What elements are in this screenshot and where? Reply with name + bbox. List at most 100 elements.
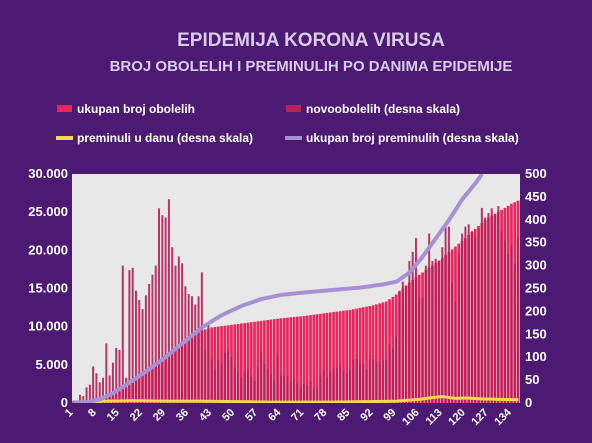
new-cases-bar xyxy=(349,370,352,403)
new-cases-bar xyxy=(131,267,134,403)
new-cases-bar xyxy=(352,359,355,403)
new-cases-bar xyxy=(375,361,378,403)
new-cases-bar xyxy=(279,375,282,403)
x-tick-label: 43 xyxy=(197,407,214,424)
new-cases-bar xyxy=(92,366,95,403)
new-cases-bar xyxy=(503,240,506,403)
new-cases-bar xyxy=(385,359,388,403)
legend-swatch xyxy=(57,105,72,112)
new-cases-bar xyxy=(246,370,249,403)
new-cases-bar xyxy=(154,265,157,403)
new-cases-bar xyxy=(368,359,371,403)
new-cases-bar xyxy=(105,343,108,403)
x-tick-label: 99 xyxy=(381,407,398,424)
new-cases-bar xyxy=(401,281,404,403)
x-tick-label: 78 xyxy=(312,407,329,424)
x-tick-label: 113 xyxy=(424,407,445,428)
new-cases-bar xyxy=(250,376,253,403)
y-left-tick-label: 15.000 xyxy=(28,281,68,296)
new-cases-bar xyxy=(510,244,513,403)
x-tick-label: 127 xyxy=(469,407,490,428)
cumulative-cases-bar xyxy=(269,319,273,403)
new-cases-bar xyxy=(517,238,520,403)
new-cases-bar xyxy=(411,251,414,403)
new-cases-bar xyxy=(164,217,167,403)
cumulative-cases-bar xyxy=(292,316,296,403)
x-tick-label: 22 xyxy=(128,407,145,424)
new-cases-bar xyxy=(332,368,335,403)
new-cases-bar xyxy=(85,387,88,403)
new-cases-bar xyxy=(477,228,480,403)
new-cases-bar xyxy=(78,394,81,403)
new-cases-bar xyxy=(72,400,75,403)
x-tick-label: 71 xyxy=(289,407,306,424)
legend-label: ukupan broj preminulih (desna skala) xyxy=(306,131,519,145)
y-left-tick-label: 5.000 xyxy=(35,357,68,372)
y-right-tick-label: 500 xyxy=(525,166,547,181)
cumulative-cases-bar xyxy=(233,324,237,403)
new-cases-bar xyxy=(111,362,114,403)
new-cases-bar xyxy=(283,375,286,403)
new-cases-bar xyxy=(118,349,121,403)
new-cases-bar xyxy=(214,368,217,403)
new-cases-bar xyxy=(158,208,161,403)
new-cases-bar xyxy=(128,270,131,403)
new-cases-bar xyxy=(138,299,141,403)
cumulative-cases-bar xyxy=(296,316,299,403)
new-cases-bar xyxy=(299,386,302,403)
new-cases-bar xyxy=(240,376,243,403)
new-cases-bar xyxy=(454,302,457,403)
x-tick-label: 120 xyxy=(446,407,467,428)
new-cases-bar xyxy=(388,344,391,403)
new-cases-bar xyxy=(184,286,187,403)
new-cases-bar xyxy=(444,227,447,403)
new-cases-bar xyxy=(197,296,200,403)
daily-deaths-line xyxy=(73,395,519,403)
cumulative-cases-bar xyxy=(355,308,358,403)
x-tick-label: 8 xyxy=(86,407,99,420)
cumulative-cases-bar xyxy=(328,312,332,403)
new-cases-bar xyxy=(190,296,193,403)
legend-label: preminuli u danu (desna skala) xyxy=(77,131,253,145)
cumulative-cases-bar xyxy=(299,316,302,403)
x-tick-label: 50 xyxy=(220,407,237,424)
new-cases-bar xyxy=(82,396,85,403)
new-cases-bar xyxy=(451,281,454,403)
new-cases-bar xyxy=(102,377,105,403)
new-cases-bar xyxy=(339,364,342,403)
cumulative-cases-bar xyxy=(253,321,256,403)
x-tick-label: 36 xyxy=(174,407,191,424)
cumulative-cases-bar xyxy=(272,319,276,403)
legend-label: ukupan broj obolelih xyxy=(77,102,195,116)
cumulative-cases-bar xyxy=(342,310,345,403)
cumulative-cases-bar xyxy=(213,326,217,403)
y-left-tick-label: 25.000 xyxy=(28,204,68,219)
y-right-tick-label: 50 xyxy=(525,372,539,387)
new-cases-bar xyxy=(382,360,385,403)
new-cases-bar xyxy=(217,360,220,403)
new-cases-bar xyxy=(177,256,180,403)
new-cases-bar xyxy=(237,374,240,403)
new-cases-bar xyxy=(467,224,470,403)
new-cases-bar xyxy=(312,388,315,403)
cumulative-cases-bar xyxy=(361,307,365,403)
y-right-tick-label: 250 xyxy=(525,281,547,296)
y-right-tick-label: 100 xyxy=(525,349,547,364)
cumulative-cases-bar xyxy=(358,307,362,403)
cumulative-cases-bar xyxy=(332,312,335,403)
new-cases-bar xyxy=(414,238,417,403)
new-cases-bar xyxy=(431,261,434,403)
cumulative-cases-bar xyxy=(352,309,355,403)
cumulative-cases-bar xyxy=(305,315,309,403)
new-cases-bar xyxy=(286,376,289,403)
cumulative-deaths-line xyxy=(73,174,484,403)
new-cases-bar xyxy=(227,350,230,403)
new-cases-bar xyxy=(161,215,164,403)
new-cases-bar xyxy=(289,381,292,403)
new-cases-bar xyxy=(405,286,408,403)
cumulative-cases-bar xyxy=(365,306,368,403)
y-left-tick-label: 0 xyxy=(61,395,68,410)
y-right-tick-label: 350 xyxy=(525,235,547,250)
new-cases-bar xyxy=(378,361,381,403)
new-cases-bar xyxy=(220,361,223,403)
